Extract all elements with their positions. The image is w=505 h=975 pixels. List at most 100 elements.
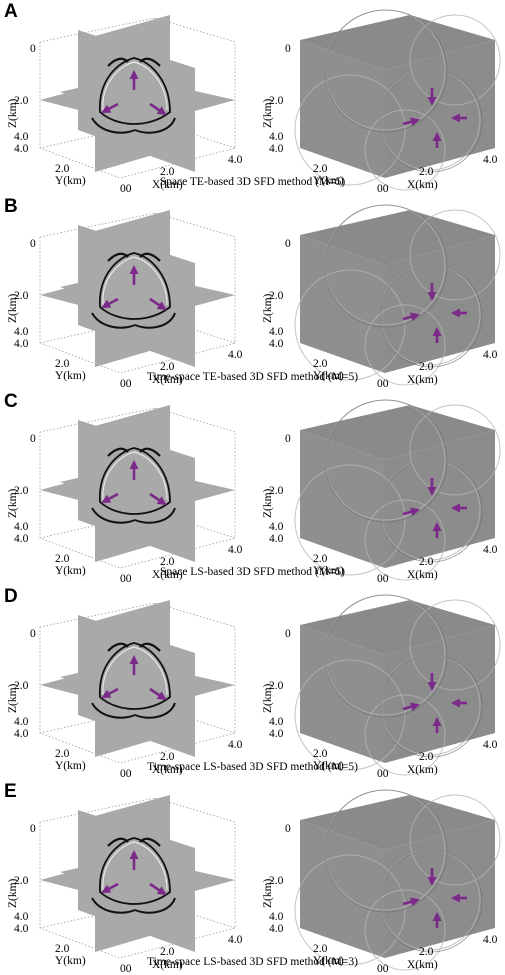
z-tick-4: 4.0 [14,716,29,728]
x-axis-label: X(km) [152,959,183,971]
x-tick-2: 2.0 [160,946,175,958]
y-tick-4: 4.0 [14,338,29,350]
arrow-down [427,868,437,886]
arrow-right [402,702,420,712]
y-tick-2: 2.0 [55,163,70,175]
panel-caption: Time-space TE-based 3D SFD method (M=5) [146,371,359,383]
y-tick-4: 4.0 [14,728,29,740]
arrow-down [427,283,437,301]
x-tick-2: 2.0 [419,166,434,178]
z-tick-0: 0 [285,433,291,445]
z-tick-0: 0 [30,628,36,640]
panel-letter: B [4,196,18,217]
origin-tick: 00 [377,963,389,972]
wavefront [91,252,176,329]
z-tick-4: 4.0 [14,131,29,143]
y-tick-4: 4.0 [269,533,284,545]
origin-tick: 00 [120,963,132,972]
arrow-up [432,522,442,538]
arrow-up [432,912,442,928]
y-axis-label: Y(km) [313,175,344,187]
y-axis-label: Y(km) [313,955,344,967]
origin-tick: 00 [377,183,389,192]
z-tick-2: 2.0 [269,290,284,302]
arrow-down-left [101,297,119,309]
panel-e: E 0 2.0 4.0 4.0 2.0 00 2.0 4.0 Y(km) X(km) Z(km) 0 2.… [0,780,505,975]
z-axis-label: Z(km) [7,878,19,908]
origin-tick: 00 [377,378,389,387]
arrow-right [402,507,420,517]
arrow-left [451,893,467,903]
panel-c: C 0 2.0 4.0 4.0 2.0 00 2.0 4.0 Y(km) X(km) Z(km) 0 2.… [0,390,505,585]
y-tick-2: 2.0 [55,748,70,760]
arrow-down [427,88,437,106]
x-axis-label: X(km) [407,374,438,386]
x-tick-4: 4.0 [483,739,498,751]
x-tick-2: 2.0 [419,946,434,958]
x-tick-2: 2.0 [419,751,434,763]
wavefront [91,447,176,524]
z-tick-4: 4.0 [269,131,284,143]
y-axis-label: Y(km) [313,565,344,577]
z-tick-0: 0 [30,43,36,55]
x-axis-label: X(km) [152,569,183,581]
y-tick-2: 2.0 [55,553,70,565]
arrow-up [432,327,442,343]
z-tick-2: 2.0 [269,95,284,107]
x-tick-4: 4.0 [228,544,243,556]
arrow-right [402,897,420,907]
y-axis-label: Y(km) [55,370,86,382]
x-tick-2: 2.0 [419,361,434,373]
panel-letter: A [4,1,18,22]
y-tick-4: 4.0 [269,338,284,350]
x-tick-4: 4.0 [228,934,243,946]
y-axis-label: Y(km) [313,760,344,772]
z-tick-2: 2.0 [269,875,284,887]
y-tick-2: 2.0 [313,358,328,370]
arrow-down-right [149,492,167,506]
z-tick-2: 2.0 [14,680,29,692]
z-tick-4: 4.0 [14,521,29,533]
panel-letter: D [4,586,18,607]
z-axis-label: Z(km) [262,683,274,713]
z-tick-0: 0 [285,628,291,640]
x-axis-label: X(km) [152,764,183,776]
arrow-right [402,312,420,322]
z-tick-4: 4.0 [14,911,29,923]
z-tick-2: 2.0 [269,680,284,692]
z-tick-4: 4.0 [269,521,284,533]
z-tick-2: 2.0 [14,95,29,107]
z-tick-0: 0 [30,823,36,835]
panel-a: A 0 2.0 4.0 4.0 2.0 00 2.0 4.0 Y(km) X(km) Z(km) 0 2.… [0,0,505,195]
x-axis-label: X(km) [152,179,183,191]
z-axis-label: Z(km) [7,488,19,518]
slice-planes [40,795,235,952]
y-tick-2: 2.0 [313,943,328,955]
panel-b: B 0 2.0 4.0 4.0 2.0 00 2.0 4.0 Y(km) X(km) Z(km) 0 2.… [0,195,505,390]
panel-caption: Space TE-based 3D SFD method (M=5) [159,176,346,188]
origin-tick: 00 [120,573,132,582]
origin-tick: 00 [377,573,389,582]
x-tick-4: 4.0 [228,349,243,361]
y-tick-2: 2.0 [55,943,70,955]
x-tick-4: 4.0 [483,934,498,946]
arrow-right [402,117,420,127]
arrow-down-left [101,882,119,894]
x-tick-4: 4.0 [228,154,243,166]
z-tick-2: 2.0 [14,875,29,887]
x-tick-2: 2.0 [160,166,175,178]
z-axis-label: Z(km) [7,98,19,128]
z-tick-4: 4.0 [269,326,284,338]
arrow-down-left [101,492,119,504]
z-axis-label: Z(km) [262,98,274,128]
z-tick-4: 4.0 [269,911,284,923]
